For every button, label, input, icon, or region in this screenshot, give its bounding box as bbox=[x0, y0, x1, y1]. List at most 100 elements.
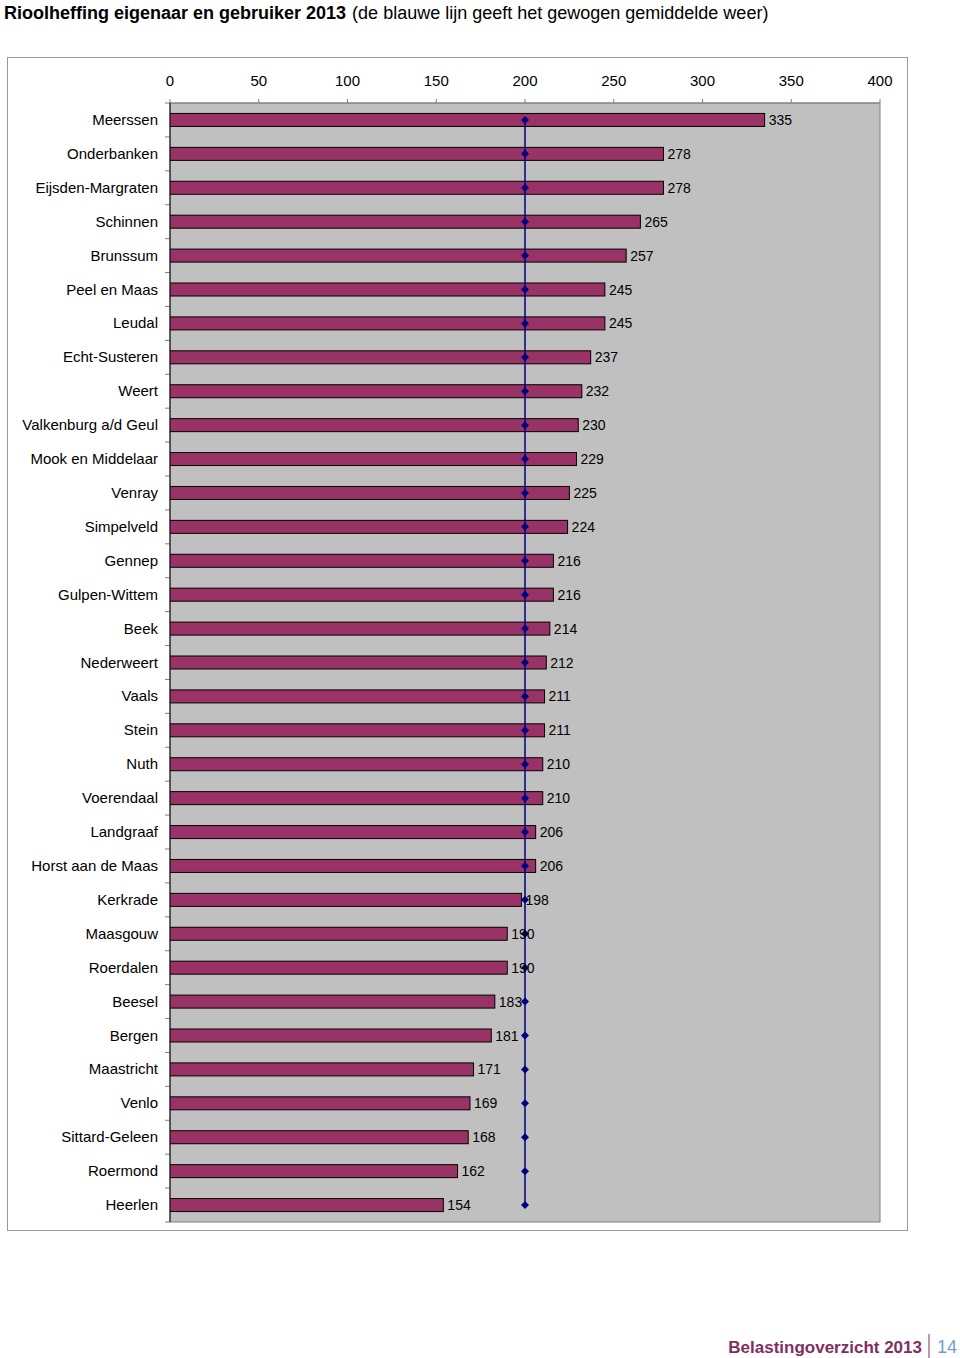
category-label: Meerssen bbox=[92, 111, 158, 128]
category-label: Eijsden-Margraten bbox=[35, 179, 158, 196]
line-marker bbox=[521, 184, 529, 192]
y-tick bbox=[165, 1154, 170, 1155]
category-label: Gennep bbox=[105, 552, 158, 569]
category-label: Onderbanken bbox=[67, 145, 158, 162]
category-label: Leudal bbox=[113, 314, 158, 331]
x-tick-label: 50 bbox=[250, 72, 267, 89]
bar bbox=[170, 826, 536, 839]
data-label: 206 bbox=[540, 858, 564, 874]
line-marker bbox=[521, 828, 529, 836]
x-tick-label: 150 bbox=[424, 72, 449, 89]
data-label: 210 bbox=[547, 790, 571, 806]
y-tick bbox=[165, 679, 170, 680]
line-marker bbox=[521, 489, 529, 497]
data-label: 237 bbox=[595, 349, 619, 365]
line-marker bbox=[521, 557, 529, 565]
bar bbox=[170, 215, 640, 228]
x-tick bbox=[170, 99, 171, 103]
bar bbox=[170, 283, 605, 296]
bar bbox=[170, 1165, 458, 1178]
line-marker bbox=[521, 692, 529, 700]
y-tick bbox=[165, 103, 170, 104]
y-tick bbox=[165, 272, 170, 273]
line-marker bbox=[521, 353, 529, 361]
data-label: 245 bbox=[609, 282, 633, 298]
data-label: 225 bbox=[573, 485, 597, 501]
x-tick bbox=[436, 99, 437, 103]
y-tick bbox=[165, 509, 170, 510]
y-tick bbox=[165, 1052, 170, 1053]
category-label: Beek bbox=[124, 620, 159, 637]
data-label: 169 bbox=[474, 1095, 498, 1111]
y-tick bbox=[165, 204, 170, 205]
bar bbox=[170, 113, 765, 126]
category-label: Schinnen bbox=[95, 213, 158, 230]
category-label: Maastricht bbox=[89, 1060, 159, 1077]
data-label: 206 bbox=[540, 824, 564, 840]
bar bbox=[170, 453, 576, 466]
category-label: Kerkrade bbox=[97, 891, 158, 908]
y-tick bbox=[165, 849, 170, 850]
y-tick bbox=[165, 1188, 170, 1189]
y-tick bbox=[165, 136, 170, 137]
x-tick bbox=[525, 99, 526, 103]
y-tick bbox=[165, 713, 170, 714]
footer-separator bbox=[929, 1334, 930, 1358]
line-marker bbox=[521, 387, 529, 395]
bar bbox=[170, 419, 578, 432]
bar bbox=[170, 181, 663, 194]
x-tick bbox=[613, 99, 614, 103]
x-tick-label: 0 bbox=[166, 72, 174, 89]
y-tick bbox=[165, 645, 170, 646]
y-tick bbox=[165, 611, 170, 612]
line-marker bbox=[521, 591, 529, 599]
data-label: 190 bbox=[511, 926, 535, 942]
y-tick bbox=[165, 781, 170, 782]
x-tick bbox=[880, 99, 881, 103]
title: Rioolheffing eigenaar en gebruiker 2013 bbox=[4, 3, 346, 23]
category-label: Gulpen-Wittem bbox=[58, 586, 158, 603]
data-label: 278 bbox=[667, 180, 691, 196]
bar bbox=[170, 1131, 468, 1144]
bar bbox=[170, 1199, 443, 1212]
category-label: Voerendaal bbox=[82, 789, 158, 806]
data-label: 162 bbox=[462, 1163, 486, 1179]
bar bbox=[170, 859, 536, 872]
bar bbox=[170, 351, 591, 364]
category-label: Roerdalen bbox=[89, 959, 158, 976]
category-label: Stein bbox=[124, 721, 158, 738]
bar bbox=[170, 317, 605, 330]
line-marker bbox=[521, 862, 529, 870]
y-tick bbox=[165, 950, 170, 951]
category-label: Venray bbox=[111, 484, 158, 501]
bar bbox=[170, 758, 543, 771]
category-label: Landgraaf bbox=[90, 823, 158, 840]
category-label: Valkenburg a/d Geul bbox=[22, 416, 158, 433]
bar bbox=[170, 385, 582, 398]
data-label: 278 bbox=[667, 146, 691, 162]
bar bbox=[170, 1029, 491, 1042]
line-marker bbox=[521, 1167, 529, 1175]
line-marker bbox=[521, 794, 529, 802]
bar bbox=[170, 792, 543, 805]
data-label: 265 bbox=[644, 214, 668, 230]
bar bbox=[170, 927, 507, 940]
y-tick bbox=[165, 984, 170, 985]
data-label: 210 bbox=[547, 756, 571, 772]
y-tick bbox=[165, 1120, 170, 1121]
y-tick bbox=[165, 543, 170, 544]
line-marker bbox=[521, 625, 529, 633]
y-tick bbox=[165, 340, 170, 341]
bar bbox=[170, 724, 545, 737]
bar bbox=[170, 554, 553, 567]
y-tick bbox=[165, 577, 170, 578]
category-label: Weert bbox=[118, 382, 159, 399]
line-marker bbox=[521, 1099, 529, 1107]
line-marker bbox=[521, 1133, 529, 1141]
line-marker bbox=[521, 421, 529, 429]
chart-frame bbox=[8, 58, 908, 1231]
line-marker bbox=[521, 286, 529, 294]
y-tick bbox=[165, 442, 170, 443]
y-tick bbox=[165, 1018, 170, 1019]
category-label: Nuth bbox=[126, 755, 158, 772]
